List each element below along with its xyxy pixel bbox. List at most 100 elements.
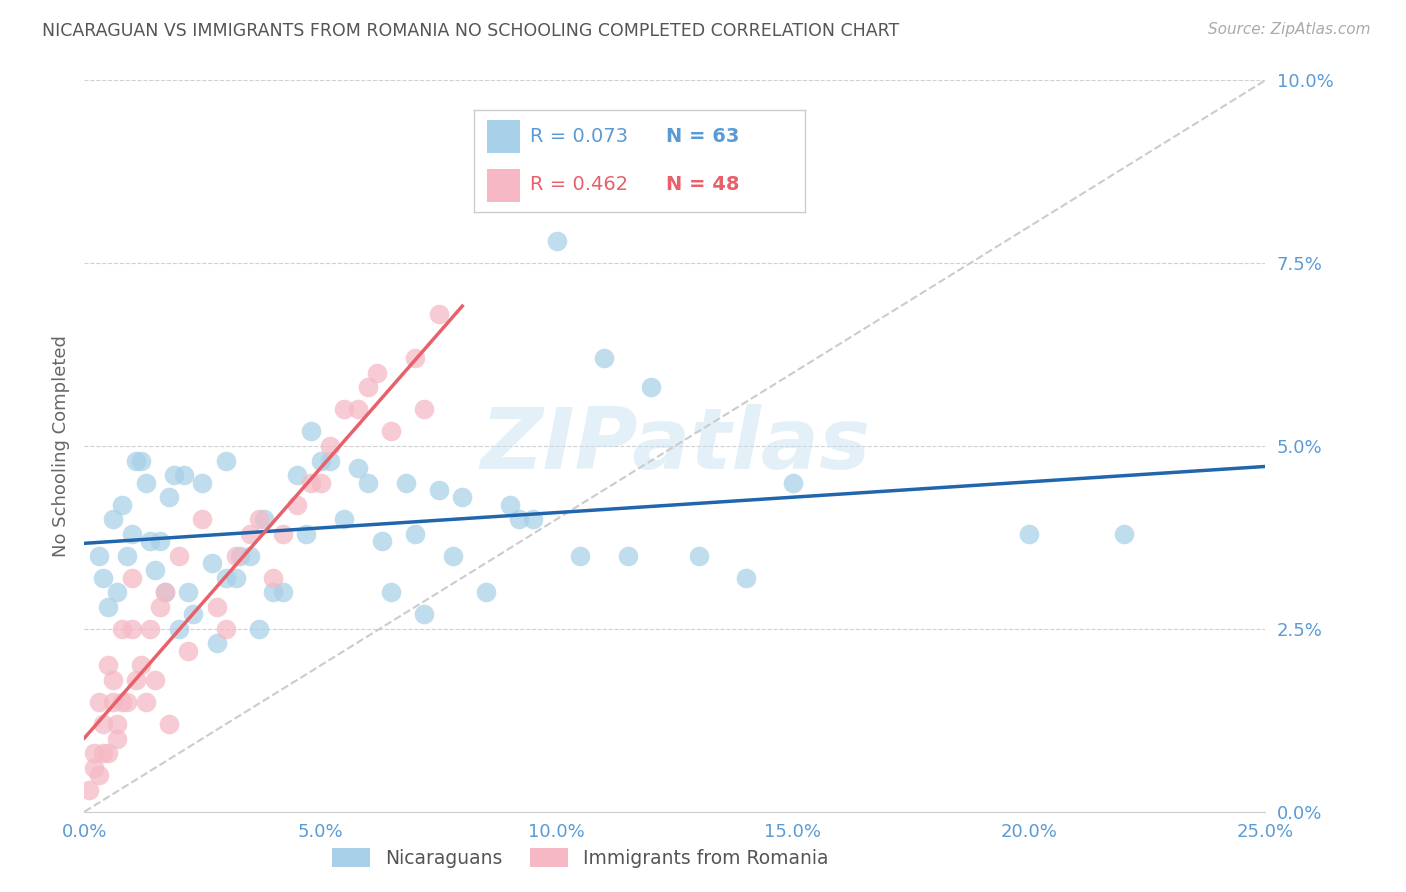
Point bbox=[253, 512, 276, 526]
Point bbox=[121, 526, 143, 541]
Point bbox=[380, 425, 402, 439]
Point bbox=[111, 695, 134, 709]
Point bbox=[215, 453, 238, 467]
Point bbox=[77, 782, 100, 797]
Point bbox=[143, 673, 166, 687]
Text: R = 0.462: R = 0.462 bbox=[530, 175, 628, 194]
Point bbox=[139, 622, 162, 636]
Point bbox=[333, 512, 356, 526]
Point bbox=[129, 453, 152, 467]
FancyBboxPatch shape bbox=[488, 169, 520, 202]
Point bbox=[225, 571, 247, 585]
Point bbox=[357, 380, 380, 394]
Point bbox=[205, 636, 228, 650]
Point bbox=[177, 585, 200, 599]
Point bbox=[271, 585, 294, 599]
Point bbox=[782, 475, 804, 490]
Point bbox=[121, 622, 143, 636]
Point bbox=[319, 439, 342, 453]
Point bbox=[309, 453, 332, 467]
Point bbox=[247, 512, 270, 526]
Point bbox=[333, 402, 356, 417]
Point bbox=[181, 607, 204, 622]
Point bbox=[87, 549, 110, 563]
Point bbox=[239, 526, 262, 541]
Point bbox=[191, 512, 214, 526]
Point bbox=[413, 607, 436, 622]
Point bbox=[371, 534, 394, 549]
Point bbox=[107, 585, 129, 599]
Point bbox=[239, 549, 262, 563]
Point bbox=[394, 475, 416, 490]
Point bbox=[285, 498, 308, 512]
Point bbox=[215, 622, 238, 636]
Point bbox=[640, 380, 662, 394]
Point bbox=[177, 644, 200, 658]
Text: Source: ZipAtlas.com: Source: ZipAtlas.com bbox=[1208, 22, 1371, 37]
Point bbox=[167, 549, 190, 563]
Point bbox=[125, 673, 148, 687]
Point bbox=[149, 599, 172, 614]
Point bbox=[107, 717, 129, 731]
Point bbox=[347, 402, 370, 417]
Point bbox=[107, 731, 129, 746]
Text: R = 0.073: R = 0.073 bbox=[530, 127, 628, 145]
Point bbox=[413, 402, 436, 417]
Point bbox=[135, 475, 157, 490]
Y-axis label: No Schooling Completed: No Schooling Completed bbox=[52, 335, 70, 557]
Point bbox=[569, 549, 592, 563]
Point bbox=[129, 658, 152, 673]
Point bbox=[475, 585, 498, 599]
Point bbox=[380, 585, 402, 599]
Point bbox=[347, 461, 370, 475]
Point bbox=[215, 571, 238, 585]
Point bbox=[593, 351, 616, 366]
Text: ZIPatlas: ZIPatlas bbox=[479, 404, 870, 488]
Point bbox=[616, 549, 638, 563]
Point bbox=[427, 483, 450, 497]
Point bbox=[121, 571, 143, 585]
Point bbox=[87, 768, 110, 782]
Point bbox=[101, 695, 124, 709]
Point bbox=[299, 425, 322, 439]
Point bbox=[153, 585, 176, 599]
Point bbox=[149, 534, 172, 549]
Point bbox=[734, 571, 756, 585]
Point bbox=[111, 622, 134, 636]
Point bbox=[441, 549, 464, 563]
Point bbox=[508, 512, 530, 526]
Point bbox=[125, 453, 148, 467]
Point bbox=[688, 549, 710, 563]
Point bbox=[427, 307, 450, 321]
Point bbox=[357, 475, 380, 490]
Point bbox=[285, 468, 308, 483]
Point bbox=[522, 512, 544, 526]
Point bbox=[97, 599, 120, 614]
Point bbox=[319, 453, 342, 467]
Point bbox=[91, 746, 114, 760]
Text: N = 48: N = 48 bbox=[666, 175, 740, 194]
Point bbox=[271, 526, 294, 541]
Point bbox=[167, 622, 190, 636]
Point bbox=[451, 490, 474, 504]
Point bbox=[295, 526, 318, 541]
Point bbox=[97, 746, 120, 760]
Point bbox=[173, 468, 195, 483]
Point bbox=[111, 498, 134, 512]
Point bbox=[1112, 526, 1135, 541]
Point bbox=[97, 658, 120, 673]
Point bbox=[115, 695, 138, 709]
Point bbox=[83, 761, 105, 775]
Point bbox=[139, 534, 162, 549]
Point bbox=[404, 526, 426, 541]
Point bbox=[101, 512, 124, 526]
Point bbox=[546, 234, 568, 248]
FancyBboxPatch shape bbox=[488, 120, 520, 153]
Point bbox=[262, 585, 284, 599]
Point bbox=[157, 717, 180, 731]
Point bbox=[205, 599, 228, 614]
Text: N = 63: N = 63 bbox=[666, 127, 740, 145]
Text: NICARAGUAN VS IMMIGRANTS FROM ROMANIA NO SCHOOLING COMPLETED CORRELATION CHART: NICARAGUAN VS IMMIGRANTS FROM ROMANIA NO… bbox=[42, 22, 900, 40]
Point bbox=[101, 673, 124, 687]
Point bbox=[201, 556, 224, 570]
